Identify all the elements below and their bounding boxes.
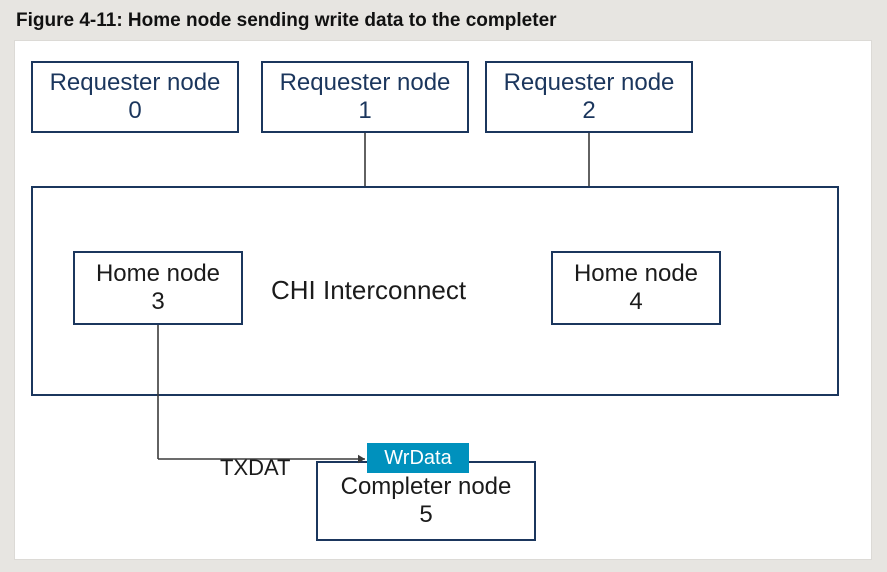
node-index: 1 xyxy=(358,97,371,125)
requester-node-0: Requester node 0 xyxy=(31,61,239,133)
completer-node-5: Completer node 5 xyxy=(316,461,536,541)
wrdata-badge: WrData xyxy=(367,443,469,473)
requester-node-2: Requester node 2 xyxy=(485,61,693,133)
chi-interconnect-label: CHI Interconnect xyxy=(271,275,466,306)
node-index: 2 xyxy=(582,97,595,125)
requester-node-1: Requester node 1 xyxy=(261,61,469,133)
diagram-panel: CHI Interconnect Requester node 0 Reques… xyxy=(14,40,872,560)
txdat-label: TXDAT xyxy=(220,455,290,481)
node-label: Requester node xyxy=(280,69,451,97)
node-index: 4 xyxy=(629,288,642,316)
node-label: Home node xyxy=(574,260,698,288)
node-label: Requester node xyxy=(50,69,221,97)
node-index: 3 xyxy=(151,288,164,316)
figure-title: Figure 4-11: Home node sending write dat… xyxy=(16,10,557,32)
home-node-4: Home node 4 xyxy=(551,251,721,325)
page: Figure 4-11: Home node sending write dat… xyxy=(0,0,887,572)
node-index: 0 xyxy=(128,97,141,125)
node-label: Requester node xyxy=(504,69,675,97)
node-label: Completer node xyxy=(341,473,512,501)
node-label: Home node xyxy=(96,260,220,288)
node-index: 5 xyxy=(419,501,432,529)
home-node-3: Home node 3 xyxy=(73,251,243,325)
